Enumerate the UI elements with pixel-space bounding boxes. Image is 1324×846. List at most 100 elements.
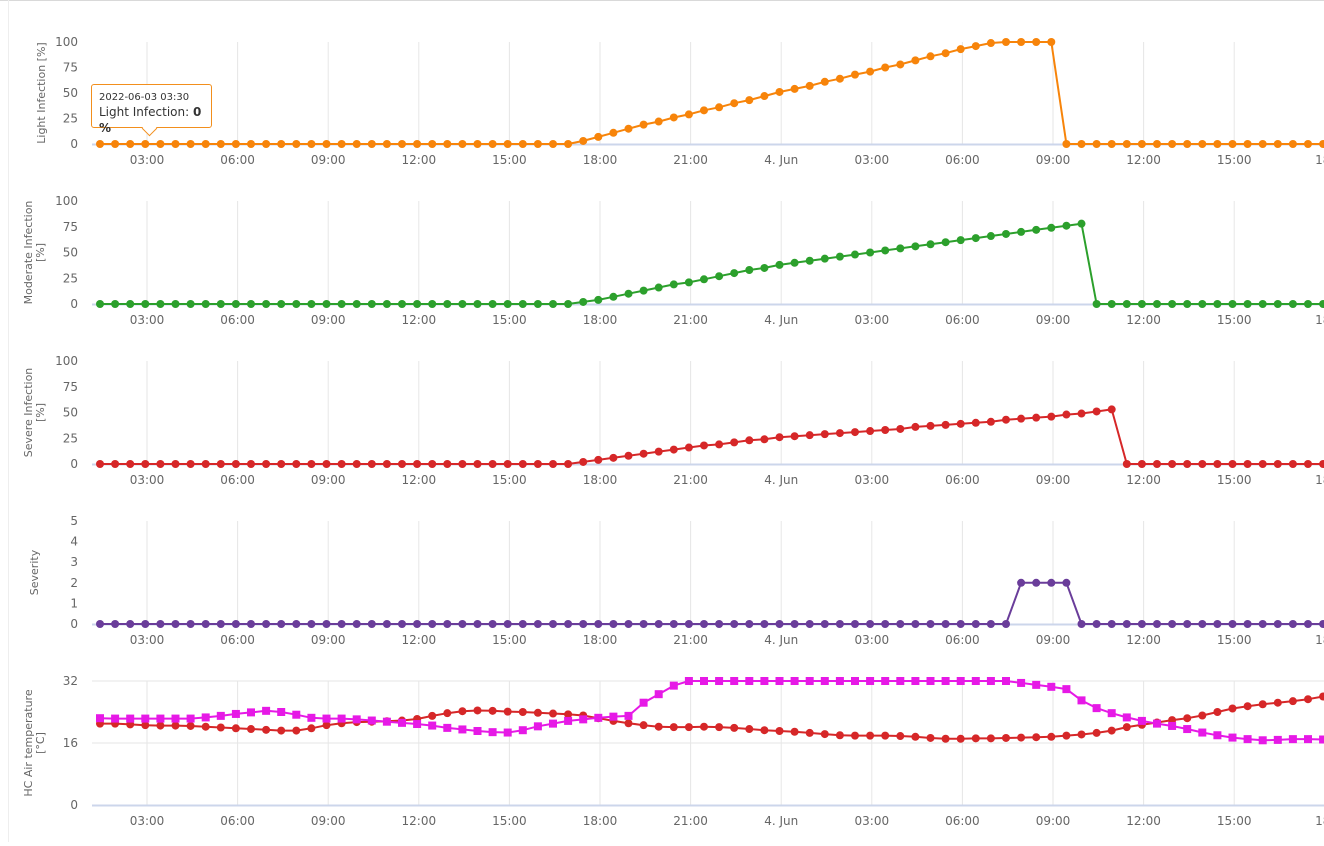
data-point [382, 140, 391, 148]
data-point [956, 620, 965, 628]
y-tick-label: 75 [63, 61, 78, 75]
x-tick-label: 12:00 [1126, 313, 1161, 327]
x-tick-label: 15:00 [1217, 633, 1252, 647]
data-point [231, 140, 240, 148]
data-point [911, 732, 920, 741]
data-point [126, 620, 135, 628]
data-point [926, 52, 935, 61]
data-point [866, 731, 875, 740]
data-point [1062, 410, 1071, 419]
series-line [100, 581, 1324, 625]
y-tick-label: 4 [70, 535, 78, 549]
x-tick-label: 18: [1315, 313, 1324, 327]
data-point [1228, 460, 1237, 468]
data-point [1304, 460, 1312, 468]
data-point [1137, 300, 1146, 308]
x-tick-label: 15:00 [1217, 313, 1252, 327]
data-point [262, 460, 271, 468]
data-point [1062, 221, 1071, 230]
data-point [201, 722, 210, 731]
data-point [1047, 578, 1056, 587]
data-point [458, 300, 467, 308]
data-point [549, 300, 557, 308]
data-point [1077, 730, 1086, 739]
y-tick-label: 0 [70, 457, 78, 471]
data-point [488, 728, 497, 737]
data-point [1137, 460, 1146, 468]
data-point [307, 300, 316, 308]
data-point [669, 723, 678, 732]
data-point [594, 455, 603, 464]
data-point [1032, 578, 1041, 587]
data-point [1183, 714, 1192, 723]
series-line [100, 408, 1324, 465]
y-axis-title: HC Air temperature[°C] [22, 689, 47, 796]
data-point [1017, 414, 1026, 423]
data-point [1092, 704, 1101, 713]
y-axis-title: Severity [28, 549, 41, 595]
data-point [216, 300, 225, 308]
data-point [1304, 140, 1312, 148]
data-point [141, 460, 150, 468]
data-point [518, 726, 527, 735]
data-point [986, 417, 995, 426]
data-point [428, 620, 437, 628]
data-point [684, 723, 693, 732]
x-tick-label: 4. Jun [764, 313, 798, 327]
data-point [533, 708, 542, 717]
x-tick-label: 18: [1315, 153, 1324, 167]
x-tick-label: 03:00 [130, 633, 165, 647]
data-point [1153, 719, 1161, 728]
data-point [760, 92, 769, 101]
data-point [1017, 578, 1026, 587]
y-axis-title-line: Moderate Infection [22, 201, 35, 305]
y-tick-label: 75 [63, 220, 78, 234]
y-axis-title-line: HC Air temperature [22, 689, 35, 796]
data-point [609, 292, 618, 301]
data-point [715, 723, 724, 732]
data-point [971, 418, 980, 427]
x-tick-label: 18:00 [583, 814, 618, 828]
data-point [881, 63, 890, 72]
data-point [684, 443, 693, 452]
data-point [730, 269, 739, 278]
data-point [986, 734, 995, 743]
data-point [1273, 140, 1282, 148]
data-point [216, 620, 225, 628]
data-point [564, 710, 573, 719]
data-point [851, 620, 859, 628]
data-point [956, 419, 965, 428]
data-point [503, 620, 512, 628]
data-point [624, 451, 633, 460]
data-point [488, 706, 497, 715]
data-point [503, 707, 512, 716]
x-tick-label: 18: [1315, 473, 1324, 487]
data-point [1077, 696, 1086, 705]
data-point [926, 421, 935, 430]
data-point [292, 726, 301, 735]
data-point [866, 248, 875, 257]
x-tick-label: 4. Jun [764, 633, 798, 647]
data-point [1032, 413, 1041, 422]
data-point [201, 620, 210, 628]
data-point [186, 140, 195, 148]
data-point [805, 620, 814, 628]
data-point [896, 424, 905, 433]
series-line [100, 41, 1324, 145]
data-point [1288, 300, 1297, 308]
data-point [413, 140, 422, 148]
data-point [337, 460, 346, 468]
data-point [730, 99, 739, 108]
data-point [1319, 140, 1324, 148]
x-tick-label: 12:00 [1126, 633, 1161, 647]
x-tick-label: 15:00 [492, 814, 527, 828]
data-point [352, 140, 361, 148]
x-tick-label: 12:00 [402, 814, 437, 828]
data-point [231, 724, 240, 733]
data-point [1243, 460, 1252, 468]
data-point [171, 140, 180, 148]
data-point [247, 300, 255, 308]
data-point [247, 708, 255, 717]
data-point [760, 620, 769, 628]
data-point [1273, 300, 1282, 308]
